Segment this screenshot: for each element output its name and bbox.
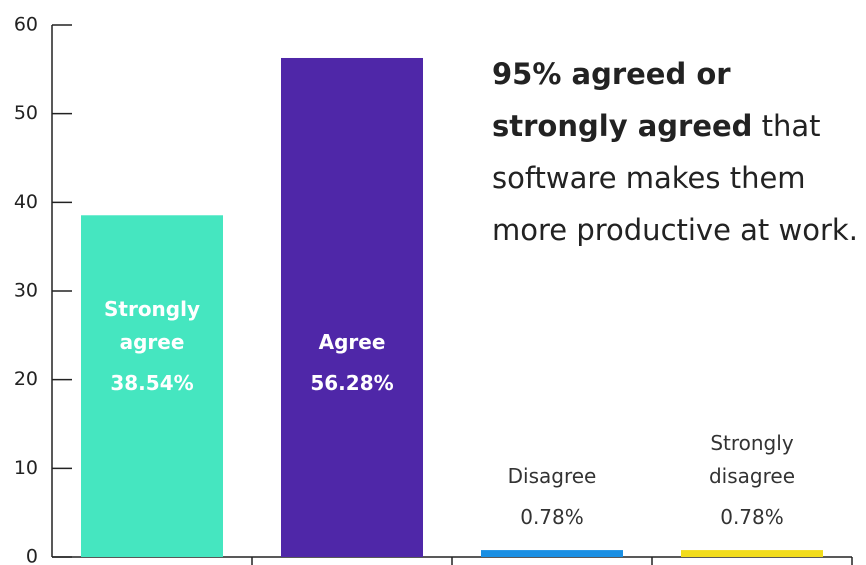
bar — [481, 550, 623, 557]
value-label: 56.28% — [310, 371, 394, 395]
category-label: Strongly agree — [103, 297, 200, 354]
y-tick-label: 50 — [14, 102, 38, 124]
annotation-bold: 95% agreed or strongly agreed — [492, 57, 753, 143]
bar — [81, 215, 223, 557]
value-label: 38.54% — [110, 371, 194, 395]
bar — [681, 550, 823, 557]
y-tick-label: 30 — [14, 280, 38, 302]
y-tick-label: 40 — [14, 191, 38, 213]
bar — [281, 57, 423, 557]
annotation-text: that software makes them more productive… — [492, 109, 858, 247]
value-label: 0.78% — [720, 505, 784, 530]
y-tick-label: 20 — [14, 368, 38, 390]
category-label: Strongly disagree — [708, 431, 795, 489]
value-label: 0.78% — [520, 505, 584, 530]
y-tick-label: 60 — [14, 14, 38, 36]
category-label: Agree — [318, 330, 386, 354]
y-tick-label: 0 — [26, 546, 38, 565]
annotation: 95% agreed or strongly agreed that softw… — [492, 48, 864, 256]
bar-label: Strongly disagree 0.78% — [687, 427, 817, 534]
bar-label: Strongly agree 38.54% — [77, 293, 227, 400]
bar-label: Disagree 0.78% — [487, 460, 617, 534]
bar-label: Agree 56.28% — [277, 326, 427, 400]
category-label: Disagree — [507, 464, 597, 489]
y-tick-label: 10 — [14, 457, 38, 479]
